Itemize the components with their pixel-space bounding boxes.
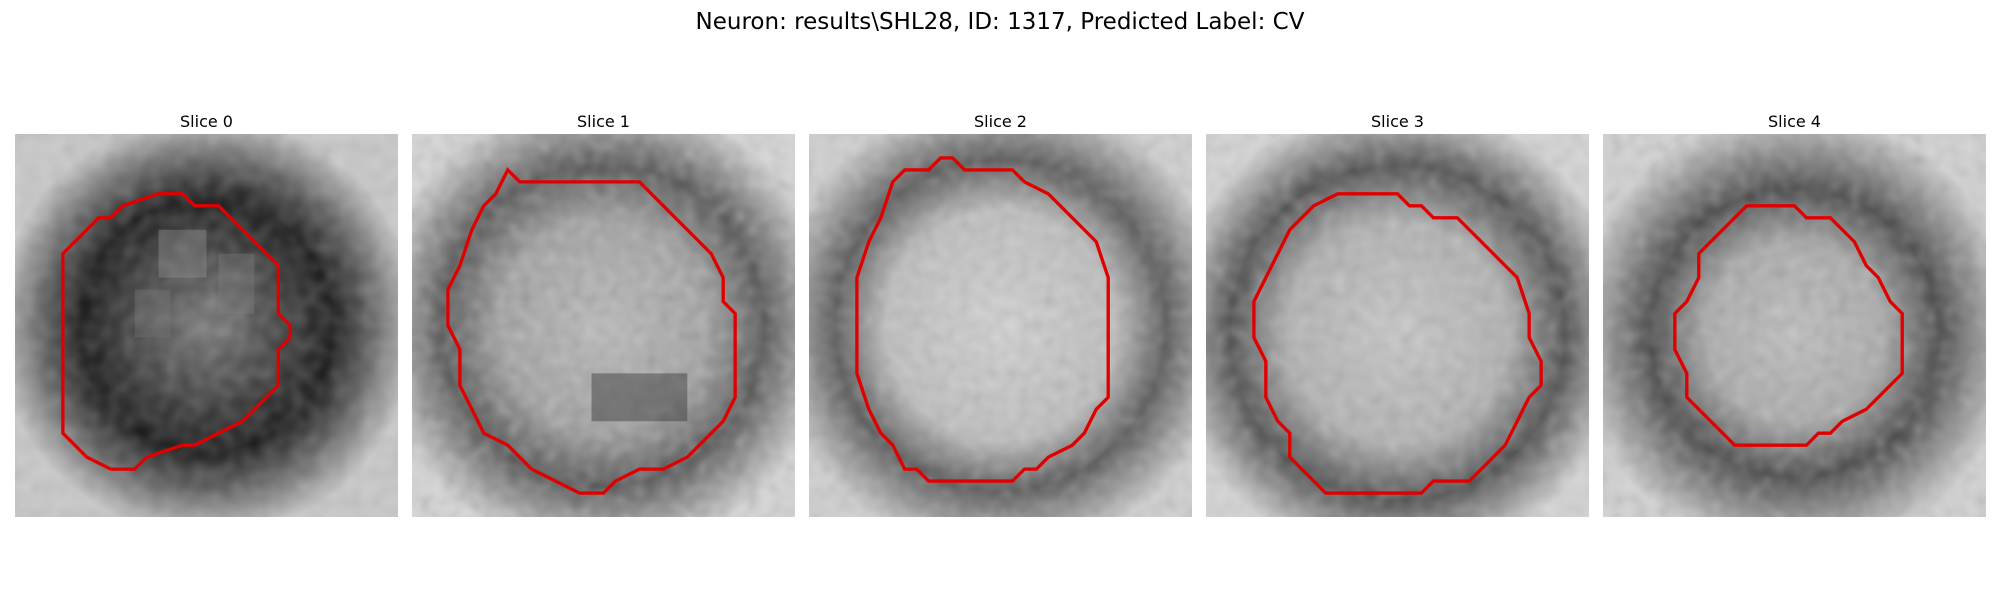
slice-image-1: [412, 134, 795, 517]
slice-panel-4: Slice 4: [1603, 112, 1986, 522]
contour-0: [61, 192, 292, 471]
contour-2: [855, 156, 1110, 483]
slice-panel-2: Slice 2: [809, 112, 1192, 522]
slice-panel-0: Slice 0: [15, 112, 398, 522]
contour-1: [446, 167, 737, 495]
slice-image-svg-0: [15, 134, 398, 517]
slice-title-3: Slice 3: [1371, 112, 1424, 131]
contour-3: [1252, 192, 1543, 495]
slice-title-4: Slice 4: [1768, 112, 1821, 131]
slice-image-0: [15, 134, 398, 517]
slice-image-svg-4: [1603, 134, 1986, 517]
slice-panel-3: Slice 3: [1206, 112, 1589, 522]
slice-image-2: [809, 134, 1192, 517]
slice-title-0: Slice 0: [180, 112, 233, 131]
slice-image-svg-2: [809, 134, 1192, 517]
slice-title-1: Slice 1: [577, 112, 630, 131]
slice-image-4: [1603, 134, 1986, 517]
slice-image-3: [1206, 134, 1589, 517]
slice-image-svg-3: [1206, 134, 1589, 517]
figure-title: Neuron: results\SHL28, ID: 1317, Predict…: [695, 9, 1305, 35]
contour-4: [1673, 204, 1904, 447]
slice-panel-1: Slice 1: [412, 112, 795, 522]
slice-panels: Slice 0: [15, 112, 1986, 522]
slice-image-svg-1: [412, 134, 795, 517]
slice-title-2: Slice 2: [974, 112, 1027, 131]
